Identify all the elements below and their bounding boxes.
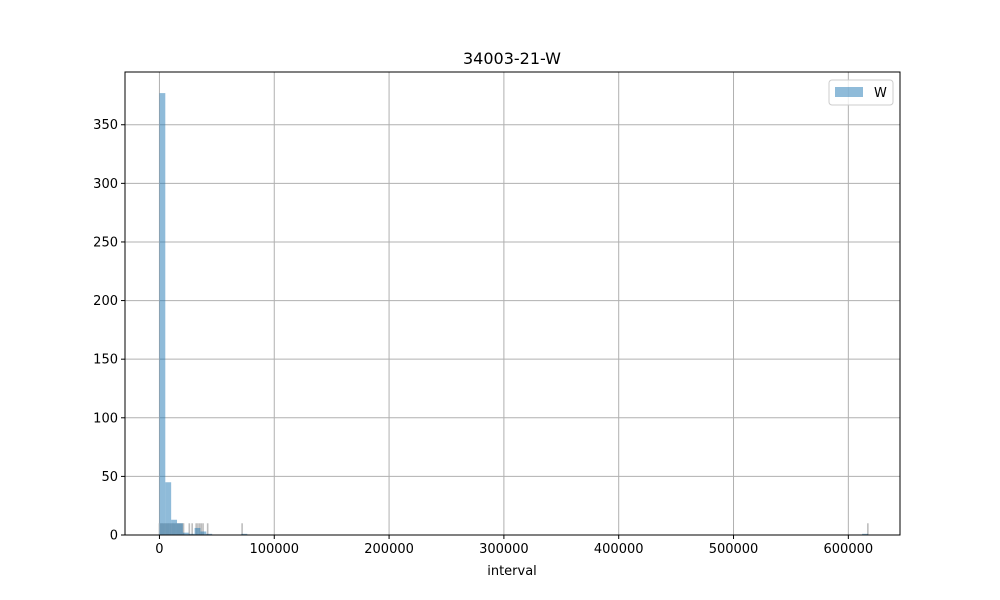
y-tick-label: 100 [93,411,118,426]
histogram-bars [159,93,868,536]
histogram-bar [862,533,868,535]
histogram-bar [171,519,178,535]
legend-label-w: W [874,86,887,101]
x-tick-label: 500000 [709,542,759,557]
histogram-bar [159,93,166,536]
y-tick-label: 350 [93,118,118,133]
y-tick-label: 0 [110,529,118,544]
histogram-bar [206,533,213,535]
x-axis-ticks: 0 100000 200000 300000 400000 500000 600000 [155,535,873,557]
x-tick-label: 100000 [249,542,299,557]
x-tick-label: 600000 [824,542,874,557]
y-tick-label: 250 [93,235,118,250]
histogram-bar [165,482,172,535]
y-tick-label: 300 [93,177,118,192]
histogram-bar [194,527,201,535]
histogram-bar [188,533,195,535]
y-axis-ticks: 0 50 100 150 200 250 300 350 [93,118,125,544]
histogram-bar [241,533,248,535]
histogram-bar [182,532,189,535]
legend: W [828,79,894,106]
histogram-bar [200,531,207,535]
y-tick-label: 200 [93,294,118,309]
grid-lines [125,72,900,536]
x-tick-label: 300000 [479,542,529,557]
histogram-bar [177,523,183,535]
plot-frame [124,71,901,536]
y-tick-label: 150 [93,353,118,368]
x-tick-label: 0 [155,542,163,557]
rug-marks [158,523,869,535]
x-axis-label: interval [487,564,537,579]
y-tick-label: 50 [101,470,118,485]
chart-title: 34003-21-W [463,49,561,68]
x-tick-label: 200000 [364,542,414,557]
x-tick-label: 400000 [594,542,644,557]
legend-swatch-w [835,87,863,97]
